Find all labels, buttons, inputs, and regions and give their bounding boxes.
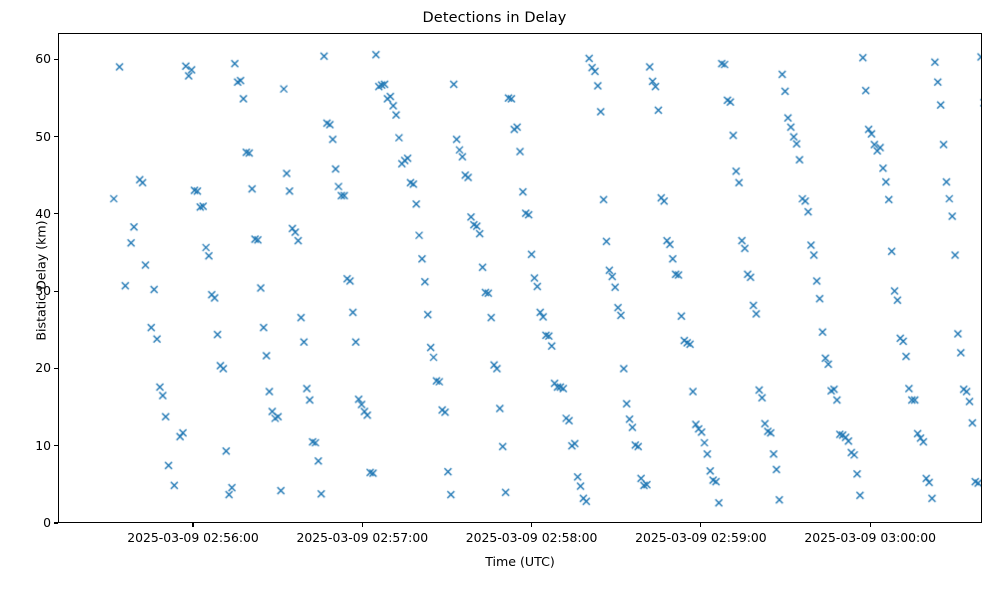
x-tick-mark [700,523,702,527]
page-title: Detections in Delay [422,10,567,26]
y-tick-mark [54,135,58,138]
y-tick-mark [54,213,58,215]
y-tick-label: 60 [35,51,51,67]
x-tick-mark [531,523,533,527]
scatter-plot-canvas [59,34,981,522]
y-tick-mark [54,290,58,292]
y-tick-mark [54,367,58,369]
x-tick-mark [869,523,871,527]
y-tick-label: 30 [35,283,51,299]
x-tick-mark [361,523,363,527]
y-tick-label: 10 [35,437,51,453]
y-tick-mark [54,58,58,60]
y-tick-mark [54,445,58,447]
x-tick-label: 2025-03-09 02:58:00 [465,530,598,545]
y-tick-label: 20 [35,360,51,376]
y-axis-label: Bistatic Delay (km) [33,220,49,341]
x-tick-label: 2025-03-09 02:59:00 [635,530,767,545]
x-tick-label: 2025-03-09 02:56:00 [127,530,259,545]
y-tick-label: 0 [43,515,51,530]
y-tick-mark [54,522,58,524]
x-tick-label: 2025-03-09 02:57:00 [296,530,429,545]
y-tick-label: 50 [35,128,51,144]
x-tick-label: 2025-03-09 03:00:00 [804,530,936,545]
plot-area [58,33,982,523]
x-axis: 2025-03-09 02:56:00 2025-03-09 02:57:00 … [58,523,982,590]
y-tick-label: 40 [35,205,51,221]
x-axis-label: Time (UTC) [485,554,555,569]
y-axis: 0 10 20 30 40 50 60 Bistatic Delay (km) [0,33,58,530]
x-tick-mark [192,523,194,527]
